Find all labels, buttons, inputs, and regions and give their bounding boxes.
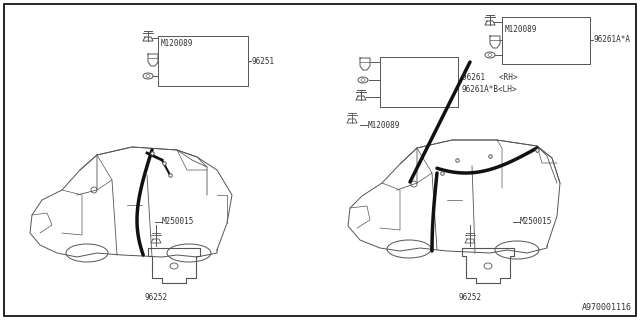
Text: M120089: M120089 (161, 38, 193, 47)
Text: 96261   <RH>: 96261 <RH> (462, 73, 518, 82)
Text: M250015: M250015 (162, 218, 195, 227)
Text: 96261A*A: 96261A*A (594, 36, 631, 44)
Text: A970001116: A970001116 (582, 303, 632, 312)
Text: 96251: 96251 (252, 57, 275, 66)
Text: M120089: M120089 (505, 26, 538, 35)
Text: M120089: M120089 (368, 121, 401, 130)
Text: 96261A*B<LH>: 96261A*B<LH> (462, 85, 518, 94)
Text: 96252: 96252 (458, 293, 481, 302)
Text: M250015: M250015 (520, 218, 552, 227)
Text: 96252: 96252 (145, 293, 168, 302)
